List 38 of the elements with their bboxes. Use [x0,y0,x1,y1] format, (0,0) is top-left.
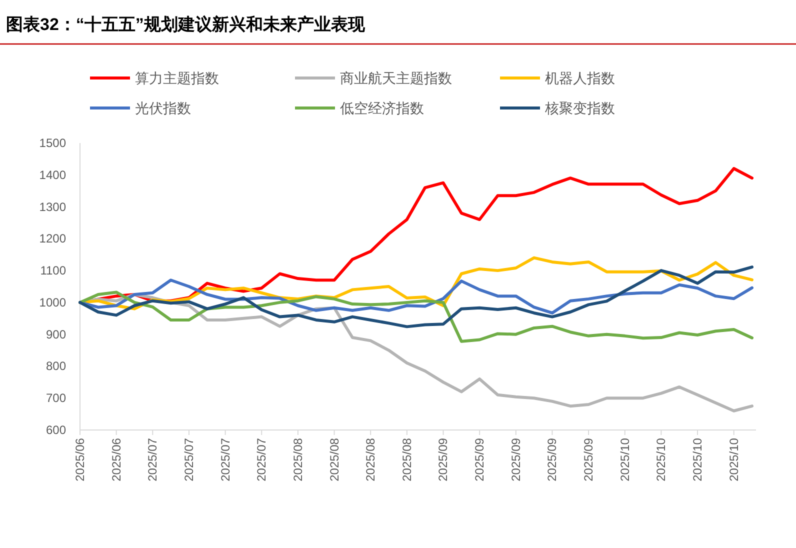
legend-label: 光伏指数 [135,100,191,116]
x-tick-label: 2025/08 [400,438,414,482]
x-tick-label: 2025/09 [508,438,523,482]
x-tick-label: 2025/07 [146,438,160,482]
x-tick-label: 2025/08 [327,438,342,482]
y-tick-label: 1400 [39,168,66,182]
y-tick-label: 1500 [39,136,66,150]
y-tick-label: 1200 [39,232,66,246]
x-tick-label: 2025/10 [654,438,668,482]
y-tick-label: 900 [46,327,66,342]
y-tick-label: 700 [46,391,66,406]
x-tick-label: 2025/09 [545,438,560,482]
y-tick-label: 800 [46,359,66,374]
x-tick-label: 2025/09 [472,438,487,482]
x-tick-label: 2025/07 [254,438,269,482]
y-tick-label: 1100 [40,264,66,278]
chart-title: 图表32：“十五五”规划建议新兴和未来产业表现 [6,15,366,34]
x-tick-label: 2025/10 [690,438,705,482]
x-tick-label: 2025/08 [290,438,305,482]
x-tick-label: 2025/07 [218,438,232,482]
legend-label: 机器人指数 [545,70,615,86]
x-tick-label: 2025/09 [436,438,450,482]
x-tick-label: 2025/06 [73,438,87,482]
y-tick-label: 1300 [39,200,66,214]
x-tick-label: 2025/09 [582,438,596,482]
x-tick-label: 2025/07 [182,438,196,482]
legend-label: 算力主题指数 [135,70,219,86]
line-series [78,290,754,343]
x-tick-label: 2025/10 [726,438,741,482]
legend-label: 商业航天主题指数 [340,70,452,86]
x-tick-label: 2025/10 [618,438,632,482]
legend-label: 核聚变指数 [544,100,615,116]
y-tick-label: 600 [46,423,66,437]
y-tick-label: 1000 [39,295,66,310]
line-series [78,266,754,328]
x-tick-label: 2025/08 [364,438,378,482]
legend-label: 低空经济指数 [340,100,424,116]
x-tick-label: 2025/06 [109,438,124,482]
